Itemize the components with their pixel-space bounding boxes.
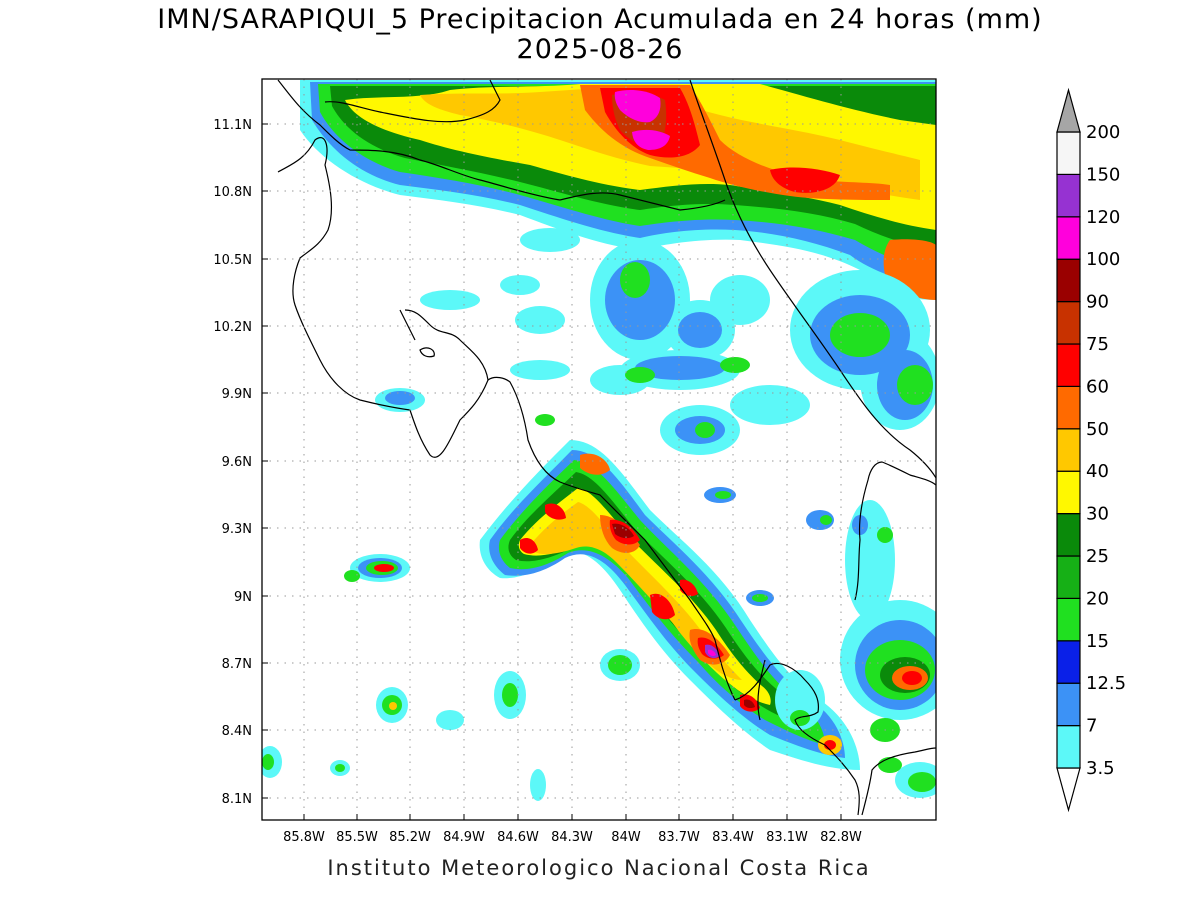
lon-tick-label: 83.4W	[712, 830, 754, 845]
colorbar-segment	[1056, 385, 1081, 430]
colorbar-label: 90	[1086, 292, 1109, 313]
lon-tick-label: 83.1W	[766, 830, 808, 845]
colorbar: 3.5 7 12.5 15 20 25 30 40 50 60 75 90 100 120 150 200	[1056, 87, 1126, 813]
colorbar-segment	[1056, 131, 1081, 176]
map-title: IMN/SARAPIQUI_5 Precipitacion Acumulada …	[157, 4, 1043, 35]
lat-tick-label: 8.4N	[222, 724, 252, 739]
colorbar-label: 15	[1086, 631, 1109, 652]
lat-tick-label: 9.9N	[222, 387, 252, 402]
lon-tick-label: 84W	[611, 830, 641, 845]
colorbar-segment	[1056, 512, 1081, 557]
colorbar-segment	[1056, 724, 1081, 769]
colorbar-label: 75	[1086, 334, 1109, 355]
colorbar-label: 3.5	[1086, 758, 1115, 779]
lon-tick-label: 84.6W	[497, 830, 539, 845]
cordillera-rain-band	[479, 440, 860, 770]
colorbar-segment	[1056, 216, 1081, 260]
lat-tick-label: 10.5N	[213, 253, 252, 268]
colorbar-upper-triangle	[1056, 87, 1081, 133]
footer-credit: Instituto Meteorologico Nacional Costa R…	[327, 856, 871, 880]
lat-tick-label: 10.8N	[213, 185, 252, 200]
colorbar-label: 50	[1086, 419, 1109, 440]
colorbar-label: 60	[1086, 376, 1109, 397]
colorbar-label: 30	[1086, 504, 1109, 525]
colorbar-label: 7	[1086, 716, 1097, 737]
colorbar-label: 200	[1086, 122, 1120, 143]
colorbar-label: 12.5	[1086, 673, 1126, 694]
lat-tick-label: 10.2N	[213, 320, 252, 335]
lon-tick-label: 85.2W	[389, 830, 431, 845]
colorbar-segment	[1056, 343, 1081, 388]
colorbar-segment	[1056, 470, 1081, 515]
colorbar-label: 25	[1086, 546, 1109, 567]
lon-tick-label: 83.7W	[658, 830, 700, 845]
lat-tick-label: 9.3N	[222, 522, 252, 537]
lat-tick-label: 11.1N	[213, 118, 252, 133]
colorbar-label: 40	[1086, 461, 1109, 482]
western-rain-cells	[262, 487, 834, 801]
colorbar-segment	[1056, 301, 1081, 345]
map-frame	[261, 78, 937, 821]
lat-tick-label: 9N	[234, 590, 252, 605]
lat-tick-label: 9.6N	[222, 455, 252, 470]
colorbar-label: 120	[1086, 207, 1120, 228]
lon-tick-label: 85.8W	[283, 830, 325, 845]
longitude-axis: 85.8W 85.5W 85.2W 84.9W 84.6W 84.3W 84W 83.7W 83…	[283, 814, 862, 845]
colorbar-segment	[1056, 682, 1081, 727]
colorbar-segment	[1056, 428, 1081, 472]
colorbar-segment	[1056, 173, 1081, 218]
lon-tick-label: 84.9W	[443, 830, 485, 845]
lon-tick-label: 82.8W	[820, 830, 862, 845]
colorbar-label: 100	[1086, 249, 1120, 270]
colorbar-segment	[1056, 555, 1081, 600]
colorbar-label: 20	[1086, 588, 1109, 609]
northern-rain-band	[300, 80, 936, 300]
coastlines	[277, 79, 936, 816]
colorbar-lower-triangle	[1056, 767, 1081, 813]
colorbar-label: 150	[1086, 164, 1120, 185]
lon-tick-label: 85.5W	[336, 830, 378, 845]
map-date: 2025-08-26	[516, 34, 684, 65]
southeast-rain-cells	[775, 500, 936, 798]
lat-tick-label: 8.7N	[222, 657, 252, 672]
lat-tick-label: 8.1N	[222, 792, 252, 807]
latitude-axis: 11.1N 10.8N 10.5N 10.2N 9.9N 9.6N 9.3N 9N 8.7N 8.…	[213, 118, 268, 807]
precipitation-field	[262, 79, 936, 816]
colorbar-segment	[1056, 597, 1081, 642]
colorbar-segment	[1056, 640, 1081, 684]
lon-tick-label: 84.3W	[551, 830, 593, 845]
colorbar-segment	[1056, 258, 1081, 303]
